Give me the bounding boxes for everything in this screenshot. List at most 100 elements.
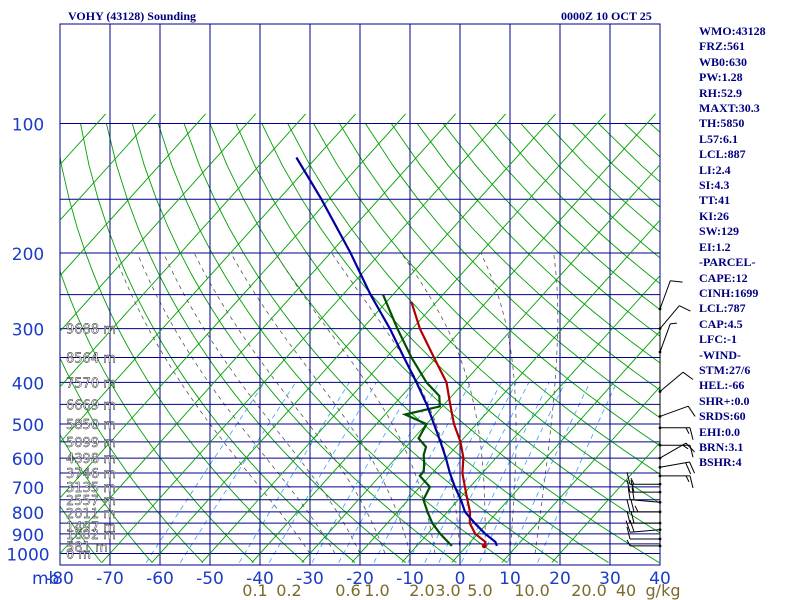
index-value: FRZ:561	[699, 39, 745, 54]
mixing-ratio-tick-label: g/kg	[646, 581, 681, 600]
dry-adiabat-line	[60, 433, 153, 563]
mixing-ratio-tick-label: 40	[616, 581, 636, 600]
mixing-ratio-line	[268, 382, 377, 563]
wind-barb-flag	[630, 499, 635, 512]
wind-barb-flag	[634, 505, 639, 513]
isotherm-line	[60, 113, 156, 221]
wind-barb-flag	[682, 371, 694, 380]
isotherms	[60, 113, 660, 563]
wind-barb-flag	[626, 480, 631, 493]
temperature-tick-label: 30	[599, 569, 621, 589]
dry-adiabat-line	[80, 123, 356, 563]
wind-barb-flag	[689, 461, 696, 474]
moist-adiabat-line	[230, 252, 411, 554]
index-value: L57:6.1	[699, 131, 738, 146]
index-value: MAXT:30.3	[699, 101, 760, 116]
temperature-tick-label: -30	[296, 569, 324, 589]
isotherm-line	[501, 386, 660, 563]
dry-adiabat-line	[468, 123, 660, 311]
mixing-ratio-line	[373, 382, 472, 563]
dry-adiabat-line	[60, 153, 305, 563]
wind-barb	[658, 371, 694, 393]
dry-adiabat-line	[339, 123, 660, 447]
pressure-tick-label: 400	[12, 374, 44, 394]
pressure-tick-label: 800	[12, 504, 44, 524]
temperature-tick-label: -50	[196, 569, 224, 589]
dry-adiabat-line	[365, 123, 660, 419]
height-label: 1497 m	[66, 521, 116, 536]
index-value: KI:26	[699, 208, 729, 223]
index-value: CAP:4.5	[699, 316, 743, 331]
mixing-ratio-line	[424, 382, 517, 563]
temperature-tick-label: -70	[96, 569, 124, 589]
dry-adiabat-line	[105, 123, 406, 563]
index-value: LFC:-1	[699, 332, 737, 347]
wind-barb-flag	[685, 427, 690, 434]
wind-barb-flag	[670, 322, 677, 325]
wind-barb-flag	[687, 405, 696, 417]
isotherm-line	[60, 113, 306, 388]
wind-barbs	[625, 280, 696, 548]
wind-barb	[658, 405, 696, 418]
moist-adiabat-line	[163, 252, 361, 554]
index-value: SRDS:60	[699, 409, 746, 424]
wind-barb-staff	[659, 405, 689, 417]
moist-adiabat-line	[113, 252, 311, 554]
dry-adiabat-line	[60, 269, 254, 563]
index-value: WMO:43128	[699, 24, 766, 38]
dewpoint-line	[381, 294, 453, 547]
index-value: SHR+:0.0	[699, 393, 750, 408]
wind-barb-staff	[630, 529, 661, 533]
mixing-ratio-line	[407, 382, 502, 563]
mixing-ratio-lines	[145, 382, 618, 563]
temperature-line	[410, 301, 487, 547]
pressure-tick-label: 500	[12, 416, 44, 436]
wind-barb-staff	[659, 461, 690, 468]
wind-barb-flag	[629, 520, 635, 533]
indices-panel: WMO:43128 FRZ:561 WB0:630 PW:1.28 RH:52.9 MAX…	[699, 24, 799, 471]
index-value: RH:52.9	[699, 85, 742, 100]
wind-barb	[626, 511, 662, 525]
pressure-tick-label: 1000	[6, 546, 49, 566]
isotherm-line	[151, 113, 556, 563]
wind-barb-flag	[679, 305, 691, 312]
moist-adiabat-line	[480, 252, 517, 554]
parcel-line	[295, 156, 498, 547]
dry-adiabat-line	[60, 356, 204, 563]
mixing-ratio-tick-label: 1.0	[364, 581, 389, 600]
wind-barb-staff	[659, 323, 671, 353]
wind-barb	[625, 520, 662, 533]
wind-barb-flag	[625, 520, 631, 533]
pressure-unit-label: mb	[32, 569, 59, 589]
moist-adiabat-line	[400, 252, 486, 554]
wind-barb-staff	[630, 499, 661, 503]
index-value: EHI:0.0	[699, 424, 741, 439]
mixing-ratio-tick-label: 5.0	[467, 581, 492, 600]
height-label: 3135 m	[66, 481, 116, 496]
wind-barb	[658, 443, 694, 458]
index-value: PW:1.28	[699, 70, 743, 85]
mixing-ratio-tick-label: 2.0	[409, 581, 434, 600]
isotherm-line	[351, 219, 660, 563]
index-value: -PARCEL-	[699, 255, 756, 270]
dry-adiabat-line	[442, 123, 660, 337]
wind-barb-flag	[689, 475, 694, 489]
mixing-ratio-line	[145, 382, 265, 563]
pressure-tick-label: 900	[12, 526, 44, 546]
wind-barb-flag	[685, 475, 690, 483]
mixing-ratio-tick-label: 20.0	[571, 581, 607, 600]
temperature-tick-label: 10	[499, 569, 521, 589]
pressure-tick-label: 300	[12, 321, 44, 341]
mixing-ratio-tick-label: 0.6	[335, 581, 360, 600]
wind-barb	[658, 474, 694, 489]
pressure-tick-label: 200	[12, 245, 44, 265]
index-value: LCL:887	[699, 147, 746, 162]
wind-barb-flag	[626, 539, 631, 547]
height-label: 2011 m	[66, 507, 116, 522]
wind-barb-flag	[689, 445, 694, 458]
mixing-ratio-tick-label: 3.0	[435, 581, 460, 600]
wind-barb	[658, 426, 694, 440]
